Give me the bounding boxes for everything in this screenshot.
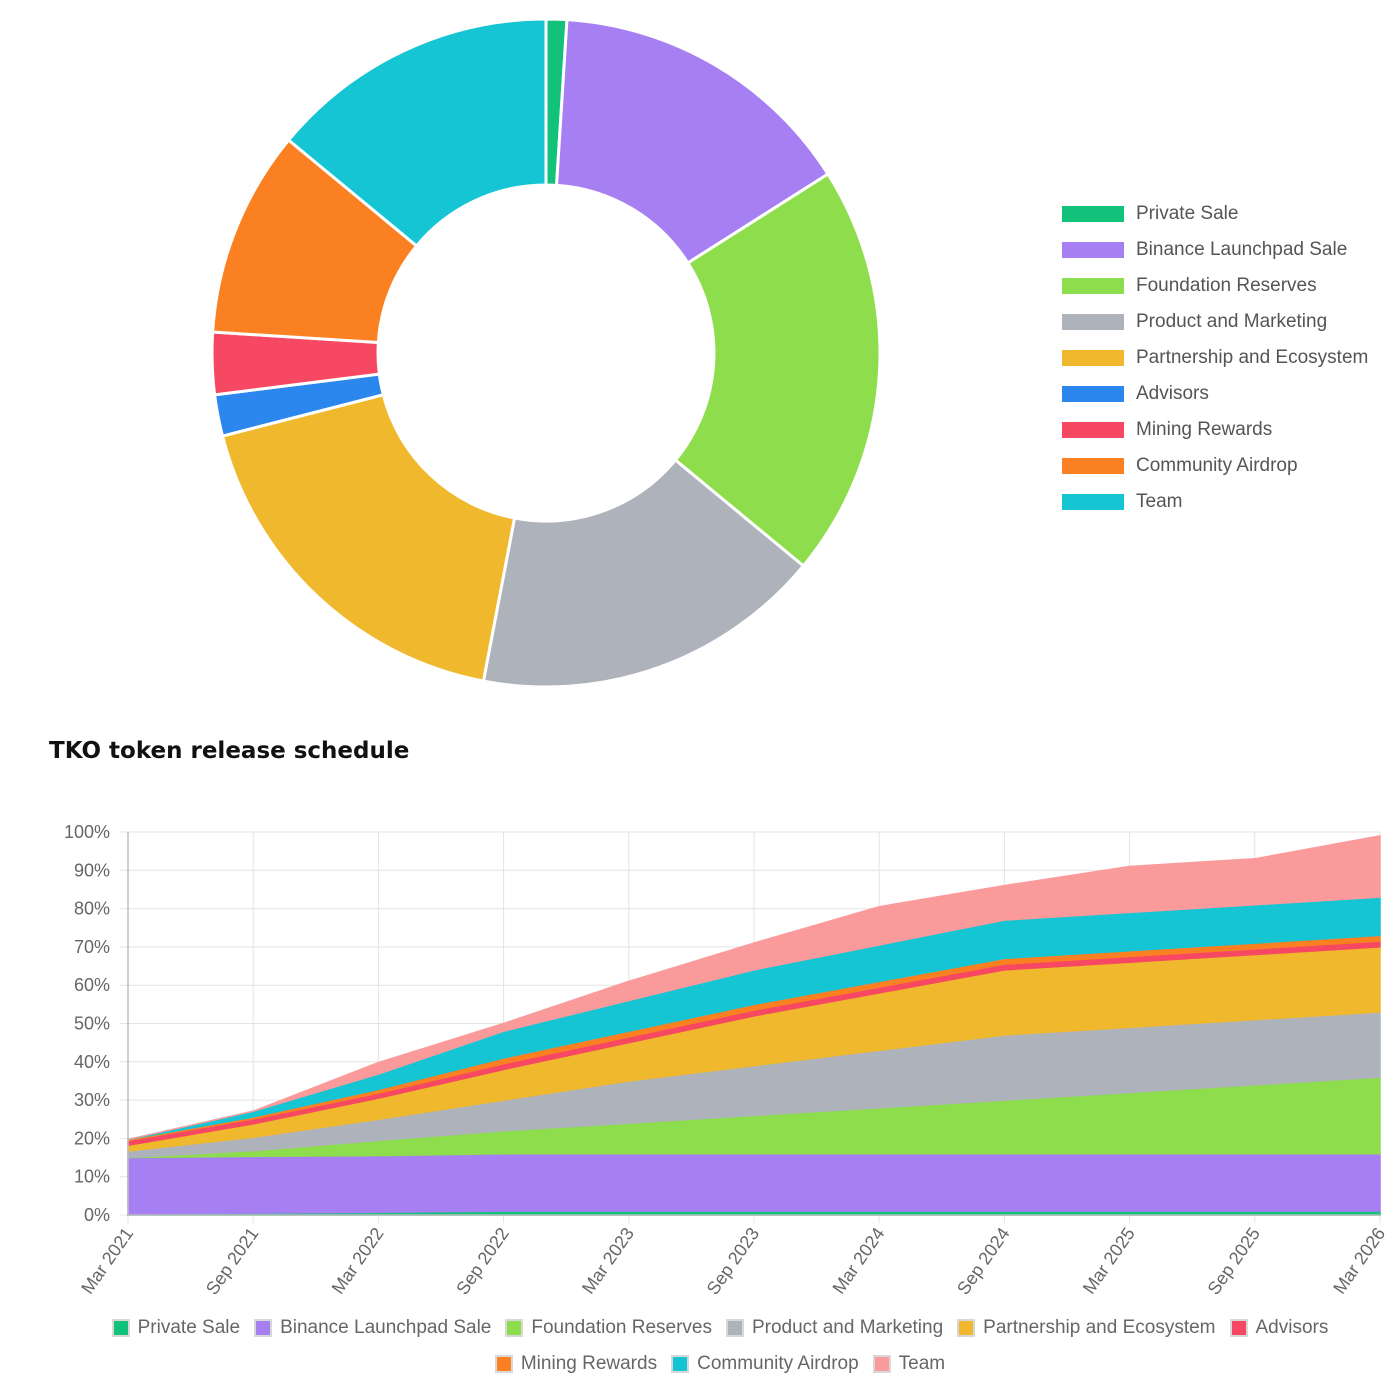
legend-swatch	[1062, 206, 1124, 222]
legend-label: Binance Launchpad Sale	[280, 1317, 492, 1338]
donut-chart	[210, 17, 882, 689]
legend-swatch	[494, 1355, 513, 1373]
legend-item-private-sale[interactable]: Private Sale	[111, 1316, 241, 1340]
legend-item-binance-launchpad-sale[interactable]: Binance Launchpad Sale	[254, 1316, 491, 1340]
slice-foundation-reserves	[673, 171, 882, 569]
x-tick-label: Mar 2022	[328, 1224, 388, 1298]
y-tick-label: 70%	[74, 937, 110, 957]
legend-label: Foundation Reserves	[531, 1317, 712, 1338]
legend-label: Community Airdrop	[697, 1353, 859, 1374]
legend-item-private-sale[interactable]: Private Sale	[1062, 196, 1368, 232]
legend-swatch	[1062, 494, 1124, 510]
legend-item-community-airdrop[interactable]: Community Airdrop	[1062, 448, 1368, 484]
x-tick-label: Mar 2026	[1329, 1224, 1389, 1298]
y-tick-label: 20%	[74, 1128, 110, 1148]
legend-swatch	[1062, 242, 1124, 258]
legend-label: Community Airdrop	[1136, 455, 1298, 476]
y-tick-label: 50%	[74, 1014, 110, 1034]
page-title: TKO token release schedule	[49, 738, 410, 764]
legend-label: Foundation Reserves	[1136, 275, 1317, 296]
legend-label: Team	[1136, 491, 1183, 512]
areas	[127, 835, 1381, 1216]
legend-swatch	[1062, 314, 1124, 330]
legend-item-foundation-reserves[interactable]: Foundation Reserves	[1062, 268, 1368, 304]
slice-team	[286, 17, 548, 249]
y-tick-label: 90%	[74, 860, 110, 880]
y-tick-label: 10%	[74, 1167, 110, 1187]
area-legend: Private Sale Binance Launchpad Sale Founda…	[60, 1316, 1380, 1376]
legend-swatch	[1062, 386, 1124, 402]
legend-label: Advisors	[1255, 1317, 1329, 1338]
legend-label: Product and Marketing	[1136, 311, 1328, 332]
legend-label: Mining Rewards	[520, 1353, 658, 1374]
legend-swatch	[957, 1319, 976, 1337]
x-tick-label: Mar 2024	[828, 1224, 888, 1298]
legend-label: Private Sale	[137, 1317, 241, 1338]
legend-item-partnership-and-ecosystem[interactable]: Partnership and Ecosystem	[957, 1316, 1216, 1340]
legend-item-product-and-marketing[interactable]: Product and Marketing	[1062, 304, 1368, 340]
legend-label: Mining Rewards	[1136, 419, 1273, 440]
legend-swatch	[254, 1319, 273, 1337]
legend-label: Partnership and Ecosystem	[1136, 347, 1369, 368]
legend-label: Binance Launchpad Sale	[1136, 239, 1348, 260]
x-tick-label: Sep 2023	[703, 1224, 764, 1299]
legend-label: Product and Marketing	[751, 1317, 944, 1338]
release-schedule-chart: 0% 10% 20% 30% 40% 50% 60% 70% 80% 90% 100% Mar 202…	[64, 822, 1389, 1299]
legend-label: Partnership and Ecosystem	[983, 1317, 1216, 1338]
y-tick-label: 40%	[74, 1052, 110, 1072]
legend-item-partnership-and-ecosystem[interactable]: Partnership and Ecosystem	[1062, 340, 1368, 376]
x-tick-label: Mar 2021	[77, 1224, 137, 1298]
legend-swatch	[1229, 1319, 1248, 1337]
x-tick-label: Mar 2025	[1079, 1224, 1139, 1298]
legend-swatch	[111, 1319, 130, 1337]
slice-partnership-and-ecosystem	[220, 392, 517, 683]
y-tick-label: 30%	[74, 1090, 110, 1110]
legend-item-advisors[interactable]: Advisors	[1229, 1316, 1329, 1340]
legend-swatch	[1062, 350, 1124, 366]
legend-item-advisors[interactable]: Advisors	[1062, 376, 1368, 412]
legend-swatch	[671, 1355, 690, 1373]
legend-swatch	[1062, 278, 1124, 294]
legend-item-community-airdrop[interactable]: Community Airdrop	[671, 1352, 859, 1376]
area-team	[127, 835, 1381, 1141]
x-tick-label: Sep 2024	[953, 1224, 1014, 1299]
donut-legend: Private Sale Binance Launchpad Sale Founda…	[1062, 196, 1368, 520]
legend-item-team[interactable]: Team	[872, 1352, 946, 1376]
legend-swatch	[505, 1319, 524, 1337]
legend-swatch	[872, 1355, 891, 1373]
x-tick-label: Sep 2021	[202, 1224, 263, 1299]
x-tick-label: Mar 2023	[578, 1224, 638, 1298]
legend-item-team[interactable]: Team	[1062, 484, 1368, 520]
legend-item-binance-launchpad-sale[interactable]: Binance Launchpad Sale	[1062, 232, 1368, 268]
legend-item-foundation-reserves[interactable]: Foundation Reserves	[505, 1316, 712, 1340]
x-tick-label: Sep 2022	[452, 1224, 513, 1299]
legend-label: Team	[898, 1353, 946, 1374]
legend-item-mining-rewards[interactable]: Mining Rewards	[494, 1352, 658, 1376]
legend-swatch	[1062, 458, 1124, 474]
y-tick-label: 80%	[74, 899, 110, 919]
y-tick-label: 0%	[84, 1205, 110, 1225]
x-tick-label: Sep 2025	[1203, 1224, 1264, 1299]
legend-item-mining-rewards[interactable]: Mining Rewards	[1062, 412, 1368, 448]
y-tick-label: 60%	[74, 975, 110, 995]
area-binance-launchpad-sale	[127, 1152, 1381, 1215]
y-tick-label: 100%	[64, 822, 110, 842]
slice-product-and-marketing	[481, 457, 806, 689]
legend-item-product-and-marketing[interactable]: Product and Marketing	[725, 1316, 944, 1340]
legend-label: Advisors	[1136, 383, 1209, 404]
legend-label: Private Sale	[1136, 203, 1239, 224]
slice-binance-launchpad-sale	[554, 18, 831, 266]
legend-swatch	[1062, 422, 1124, 438]
legend-swatch	[725, 1319, 744, 1337]
